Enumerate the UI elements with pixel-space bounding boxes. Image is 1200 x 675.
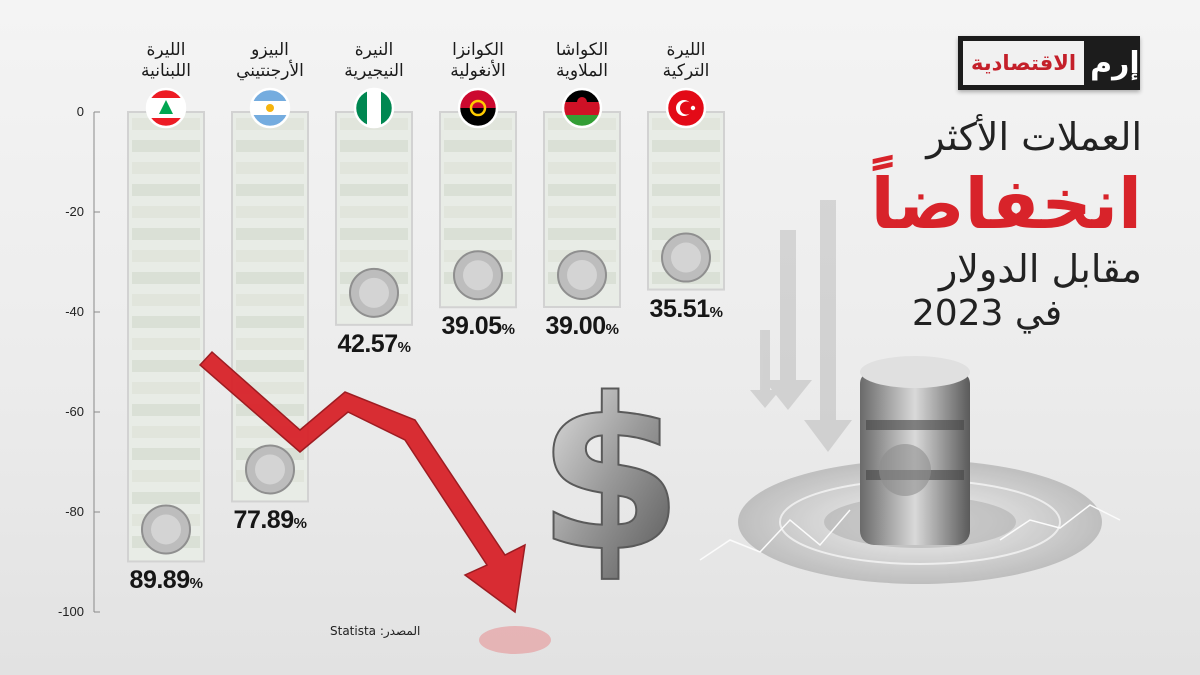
bar-texture <box>652 162 720 174</box>
bar-texture <box>236 162 304 174</box>
bar-texture <box>132 294 200 306</box>
bar-texture <box>444 228 512 240</box>
category-label: الليرة اللبنانية <box>141 40 191 81</box>
bar-texture <box>340 184 408 196</box>
bar-group <box>439 87 517 309</box>
data-label: 77.89% <box>233 506 307 535</box>
logo-sub-text: الاقتصادية <box>963 41 1085 85</box>
bar-texture <box>236 294 304 306</box>
coin-inner <box>151 514 181 545</box>
bar-texture <box>132 184 200 196</box>
y-tick-label: -80 <box>65 504 84 519</box>
dollar-sign-image: $ <box>536 352 684 599</box>
coin-inner <box>255 454 285 485</box>
category-label: النيرة النيجيرية <box>344 40 404 81</box>
bar-texture <box>236 250 304 262</box>
data-label: 39.00% <box>545 312 619 340</box>
bar-texture <box>132 228 200 240</box>
bar-texture <box>548 228 616 240</box>
bar-texture <box>340 162 408 174</box>
bar-texture <box>132 140 200 152</box>
bar-texture <box>132 338 200 350</box>
bar-texture <box>236 140 304 152</box>
y-tick-label: -20 <box>65 204 84 219</box>
angola-flag-icon <box>457 87 499 129</box>
bar-group <box>127 87 205 563</box>
bar-texture <box>652 140 720 152</box>
bar-texture <box>652 206 720 218</box>
bar-texture <box>132 492 200 504</box>
data-label: 39.05% <box>441 312 515 341</box>
bar-texture <box>132 360 200 372</box>
bar-texture <box>548 206 616 218</box>
logo-main-text: إرم <box>1090 45 1140 81</box>
title-line-3: مقابل الدولار <box>938 247 1142 291</box>
category-label: الكواشا الملاوية <box>555 40 609 81</box>
bar-texture <box>132 316 200 328</box>
title-block: العملات الأكثر انخفاضاً مقابل الدولار في… <box>742 112 1143 336</box>
bar-texture <box>444 162 512 174</box>
coin-inner <box>463 260 493 291</box>
nigeria-flag-icon <box>353 87 395 129</box>
bar-texture <box>340 206 408 218</box>
bar-texture <box>132 272 200 284</box>
bar-group <box>647 87 725 291</box>
bar-texture <box>236 316 304 328</box>
coin-inner <box>671 242 701 273</box>
bar-group <box>543 87 621 308</box>
bar-texture <box>444 206 512 218</box>
bar-texture <box>548 162 616 174</box>
bar-texture <box>652 184 720 196</box>
bar-texture <box>132 448 200 460</box>
money-roll-image <box>860 356 970 545</box>
bar-texture <box>236 206 304 218</box>
bar-texture <box>132 206 200 218</box>
y-tick-label: -40 <box>65 304 84 319</box>
background-arrows <box>750 200 852 452</box>
turkey-flag-icon <box>665 87 707 129</box>
title-line-4: في 2023 <box>911 293 1063 334</box>
title-line-2: انخفاضاً <box>870 163 1143 245</box>
data-label: 35.51% <box>649 294 723 323</box>
bar-group <box>335 87 413 326</box>
bar-texture <box>236 338 304 350</box>
category-label: البيزو الأرجنتيني <box>236 40 304 81</box>
bar-texture <box>340 140 408 152</box>
bar-texture <box>132 162 200 174</box>
malawi-flag-icon <box>561 87 603 129</box>
bar-texture <box>236 272 304 284</box>
bar-texture <box>548 184 616 196</box>
bar-texture <box>548 140 616 152</box>
category-label: الليرة التركية <box>662 40 710 81</box>
bar-texture <box>132 470 200 482</box>
coin-inner <box>359 277 389 308</box>
data-label: 42.57% <box>337 329 411 358</box>
bar-texture <box>340 250 408 262</box>
bar-texture <box>236 184 304 196</box>
title-line-1: العملات الأكثر <box>926 115 1142 159</box>
lebanon-flag-icon <box>145 87 187 129</box>
y-tick-label: -60 <box>65 404 84 419</box>
bar-texture <box>444 140 512 152</box>
bar-texture <box>236 228 304 240</box>
data-label: 89.89% <box>129 566 203 595</box>
category-label: الكوانزا الأنغولية <box>450 40 506 81</box>
y-tick-label: -100 <box>57 604 84 619</box>
argentina-flag-icon <box>249 87 291 129</box>
bar-texture <box>444 184 512 196</box>
bar-texture <box>340 228 408 240</box>
bar-texture <box>132 382 200 394</box>
coin-inner <box>567 260 597 290</box>
bar-texture <box>132 404 200 416</box>
bar-texture <box>236 360 304 372</box>
trend-arrow <box>198 350 551 654</box>
bar-texture <box>132 250 200 262</box>
brand-logo: إرم الاقتصادية <box>958 36 1140 90</box>
svg-text:$: $ <box>537 353 683 598</box>
bar-texture <box>132 426 200 438</box>
y-tick-label: 0 <box>76 104 84 119</box>
source-note: المصدر: Statista <box>330 624 421 638</box>
